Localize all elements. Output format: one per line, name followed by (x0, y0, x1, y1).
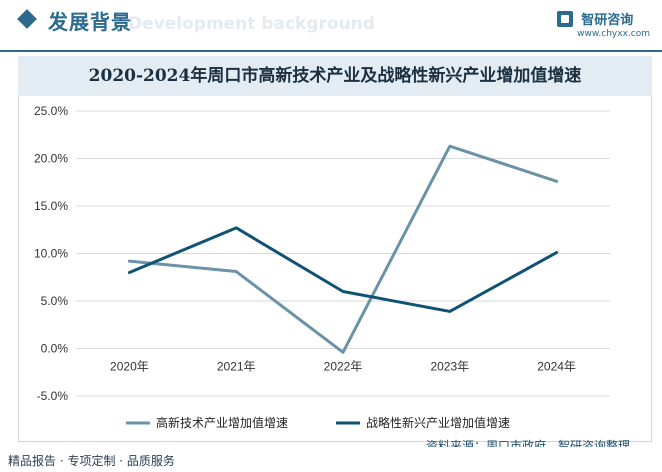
y-tick-label: 10.0% (34, 247, 68, 261)
y-tick-label: 5.0% (41, 294, 69, 308)
y-tick-label: 0.0% (41, 342, 69, 356)
legend-label-1: 高新技术产业增加值增速 (156, 415, 288, 430)
footer-tagline: 精品报告 · 专项定制 · 品质服务 (8, 454, 175, 468)
series-line-2 (127, 226, 559, 313)
footer: 精品报告 · 专项定制 · 品质服务 (0, 447, 662, 472)
x-tick-label: 2023年 (430, 360, 469, 374)
chart-frame (18, 56, 652, 442)
y-tick-label: 15.0% (34, 199, 68, 213)
chart-title-bar (18, 56, 652, 96)
header-title: 发展背景 (48, 10, 132, 34)
x-tick-label: 2020年 (110, 360, 149, 374)
x-tick-label: 2022年 (324, 360, 363, 374)
y-tick-label: 25.0% (34, 104, 68, 118)
header-divider (0, 50, 662, 52)
y-tick-label: 20.0% (34, 152, 68, 166)
header: Development background 发展背景 智研咨询 www.chy… (0, 0, 662, 50)
brand-name: 智研咨询 (581, 13, 634, 28)
header-subtitle: Development background (128, 14, 375, 34)
series-line-1 (127, 144, 559, 354)
x-tick-label: 2021年 (217, 360, 256, 374)
brand: 智研咨询 www.chyxx.com (557, 8, 650, 39)
y-tick-label: -5.0% (37, 389, 69, 403)
legend-label-2: 战略性新兴产业增加值增速 (366, 415, 510, 430)
brand-logo-icon (557, 10, 574, 27)
chart-title: 2020-2024年周口市高新技术产业及战略性新兴产业增加值增速 (88, 66, 582, 86)
brand-url: www.chyxx.com (577, 29, 650, 39)
x-tick-label: 2024年 (537, 360, 576, 374)
